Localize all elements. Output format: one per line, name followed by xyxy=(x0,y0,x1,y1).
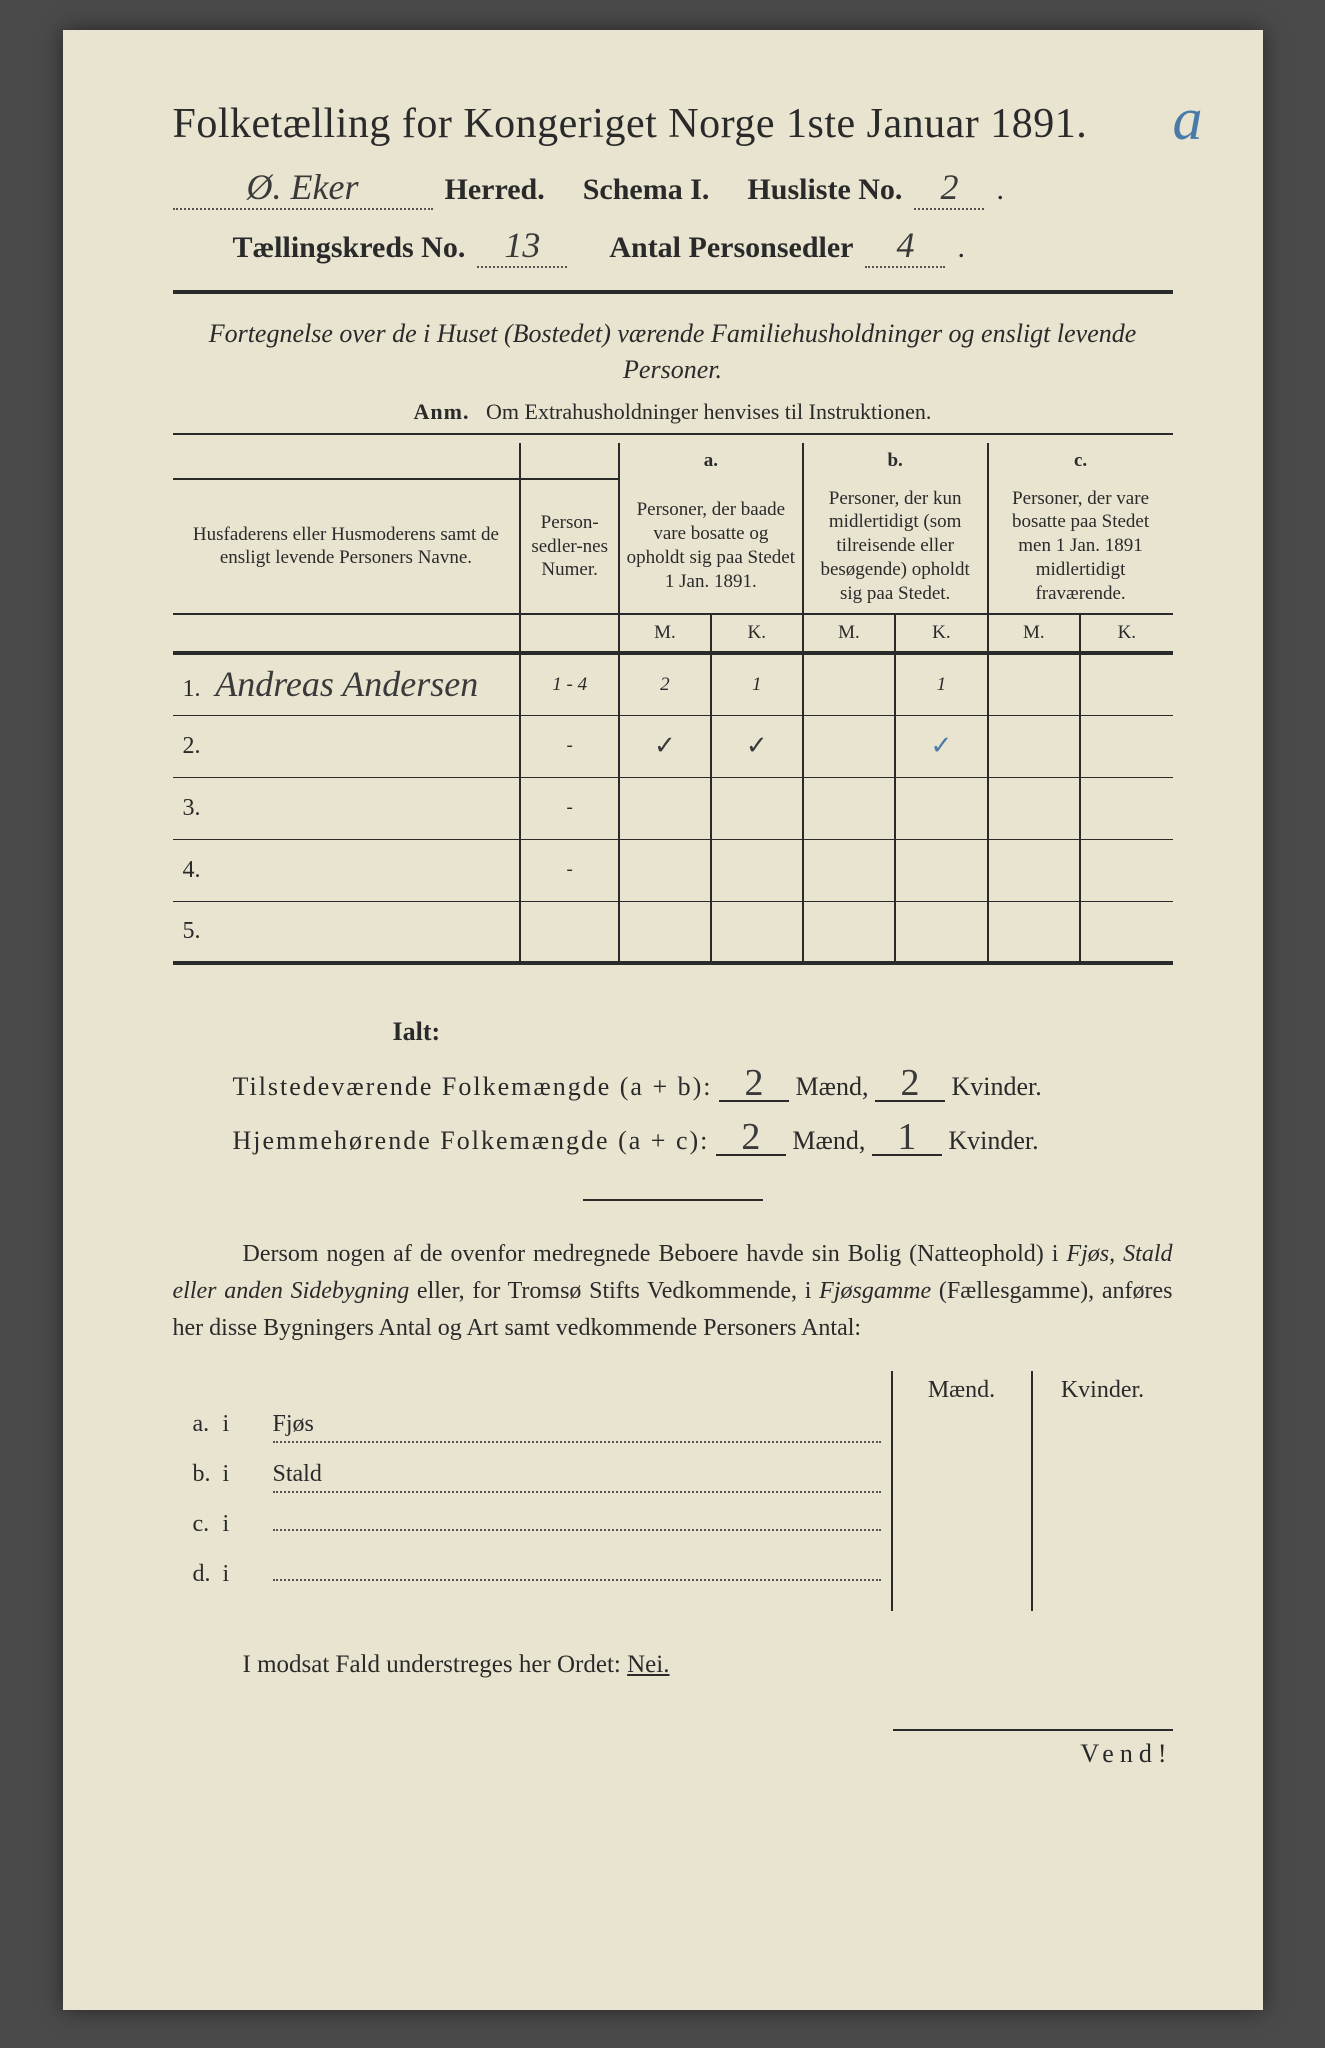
person-name: Andreas Andersen xyxy=(215,664,478,704)
herred-value: Ø. Eker xyxy=(173,166,433,210)
cell-b-m xyxy=(803,715,895,777)
table-row: 4. - xyxy=(173,839,1173,901)
sedler-cell: - xyxy=(520,839,619,901)
mk-header: M. xyxy=(619,614,711,653)
blue-annotation-letter: a xyxy=(1173,85,1203,154)
maend-label: Mænd, xyxy=(792,1126,865,1155)
divider-thin xyxy=(173,433,1173,435)
col-c-header: Personer, der vare bosatte paa Stedet me… xyxy=(988,479,1173,615)
antal-label: Antal Personsedler xyxy=(609,231,853,265)
sedler-cell: - xyxy=(520,715,619,777)
cell-c-m xyxy=(988,715,1081,777)
mk-header: M. xyxy=(988,614,1081,653)
table-row: 3. - xyxy=(173,777,1173,839)
hjemme-label: Hjemmehørende Folkemængde (a + c): xyxy=(233,1126,710,1155)
short-divider xyxy=(583,1199,763,1201)
tilstede-k: 2 xyxy=(875,1066,945,1102)
maend-label: Mænd, xyxy=(796,1072,869,1101)
cell-a-k: 1 xyxy=(711,653,803,715)
side-kvinder-header: Kvinder. xyxy=(1033,1371,1173,1414)
col-name-header: Husfaderens eller Husmoderens samt de en… xyxy=(173,479,521,615)
header-line-1: Ø. Eker Herred. Schema I. Husliste No. 2… xyxy=(173,166,1173,210)
sedler-cell xyxy=(520,901,619,963)
mk-header: K. xyxy=(895,614,987,653)
tilstede-label: Tilstedeværende Folkemængde (a + b): xyxy=(233,1072,713,1101)
kvinder-label: Kvinder. xyxy=(951,1072,1041,1101)
kreds-label: Tællingskreds No. xyxy=(233,231,466,265)
anm-text: Om Extrahusholdninger henvises til Instr… xyxy=(486,399,931,424)
row-num: 4. xyxy=(183,857,201,883)
antal-value: 4 xyxy=(865,224,945,268)
check-mark: ✓ xyxy=(746,731,768,760)
kreds-value: 13 xyxy=(477,224,567,268)
census-table: a. b. c. Husfaderens eller Husmoderens s… xyxy=(173,443,1173,965)
mk-header: K. xyxy=(711,614,803,653)
side-row: c. i xyxy=(173,1511,881,1561)
totals-block: Ialt: Tilstedeværende Folkemængde (a + b… xyxy=(233,1005,1173,1169)
side-row: d. i xyxy=(173,1561,881,1611)
col-c-letter: c. xyxy=(988,443,1173,479)
vend-label: Vend! xyxy=(893,1729,1173,1769)
nei-word: Nei. xyxy=(627,1651,669,1678)
mk-header: K. xyxy=(1080,614,1172,653)
table-row: 2. - ✓ ✓ ✓ xyxy=(173,715,1173,777)
tilstede-m: 2 xyxy=(719,1066,789,1102)
mk-header: M. xyxy=(803,614,895,653)
sedler-cell: - xyxy=(520,777,619,839)
kvinder-label: Kvinder. xyxy=(948,1126,1038,1155)
table-row: 5. xyxy=(173,901,1173,963)
husliste-value: 2 xyxy=(914,166,984,210)
dersom-paragraph: Dersom nogen af de ovenfor medregnede Be… xyxy=(173,1236,1173,1348)
census-form-page: a Folketælling for Kongeriget Norge 1ste… xyxy=(63,30,1263,2010)
col-a-header: Personer, der baade vare bosatte og opho… xyxy=(619,479,803,615)
side-row: b. i Stald xyxy=(173,1461,881,1511)
row-num: 5. xyxy=(183,918,201,944)
row-num: 1. xyxy=(183,676,201,702)
cell-b-k: 1 xyxy=(895,653,987,715)
cell-c-m xyxy=(988,653,1081,715)
col-b-header: Personer, der kun midlertidigt (som tilr… xyxy=(803,479,988,615)
husliste-label: Husliste No. xyxy=(747,173,902,207)
anm-line: Anm. Om Extrahusholdninger henvises til … xyxy=(173,399,1173,425)
col-num-header: Person-sedler-nes Numer. xyxy=(520,479,619,615)
side-building-table: a. i Fjøs b. i Stald c. i d. i Mænd. xyxy=(173,1371,1173,1611)
cell-a-m: 2 xyxy=(619,653,711,715)
header-line-2: Tællingskreds No. 13 Antal Personsedler … xyxy=(173,224,1173,268)
form-description: Fortegnelse over de i Huset (Bostedet) v… xyxy=(173,316,1173,389)
cell-c-k xyxy=(1080,653,1172,715)
side-maend-header: Mænd. xyxy=(893,1371,1031,1414)
ialt-label: Ialt: xyxy=(393,1017,441,1046)
cell-c-k xyxy=(1080,715,1172,777)
schema-label: Schema I. xyxy=(583,173,710,207)
row-num: 2. xyxy=(183,733,201,759)
col-a-letter: a. xyxy=(619,443,803,479)
sedler-cell: 1 - 4 xyxy=(520,653,619,715)
check-mark-blue: ✓ xyxy=(930,731,952,760)
check-mark: ✓ xyxy=(654,731,676,760)
col-b-letter: b. xyxy=(803,443,988,479)
anm-label: Anm. xyxy=(414,399,470,424)
row-num: 3. xyxy=(183,795,201,821)
cell-b-m xyxy=(803,653,895,715)
side-row: a. i Fjøs xyxy=(173,1411,881,1461)
table-row: 1. Andreas Andersen 1 - 4 2 1 1 xyxy=(173,653,1173,715)
hjemme-m: 2 xyxy=(716,1120,786,1156)
form-title: Folketælling for Kongeriget Norge 1ste J… xyxy=(173,100,1173,148)
modsat-line: I modsat Fald understreges her Ordet: Ne… xyxy=(243,1651,1173,1679)
divider xyxy=(173,290,1173,294)
herred-label: Herred. xyxy=(445,173,545,207)
hjemme-k: 1 xyxy=(872,1120,942,1156)
